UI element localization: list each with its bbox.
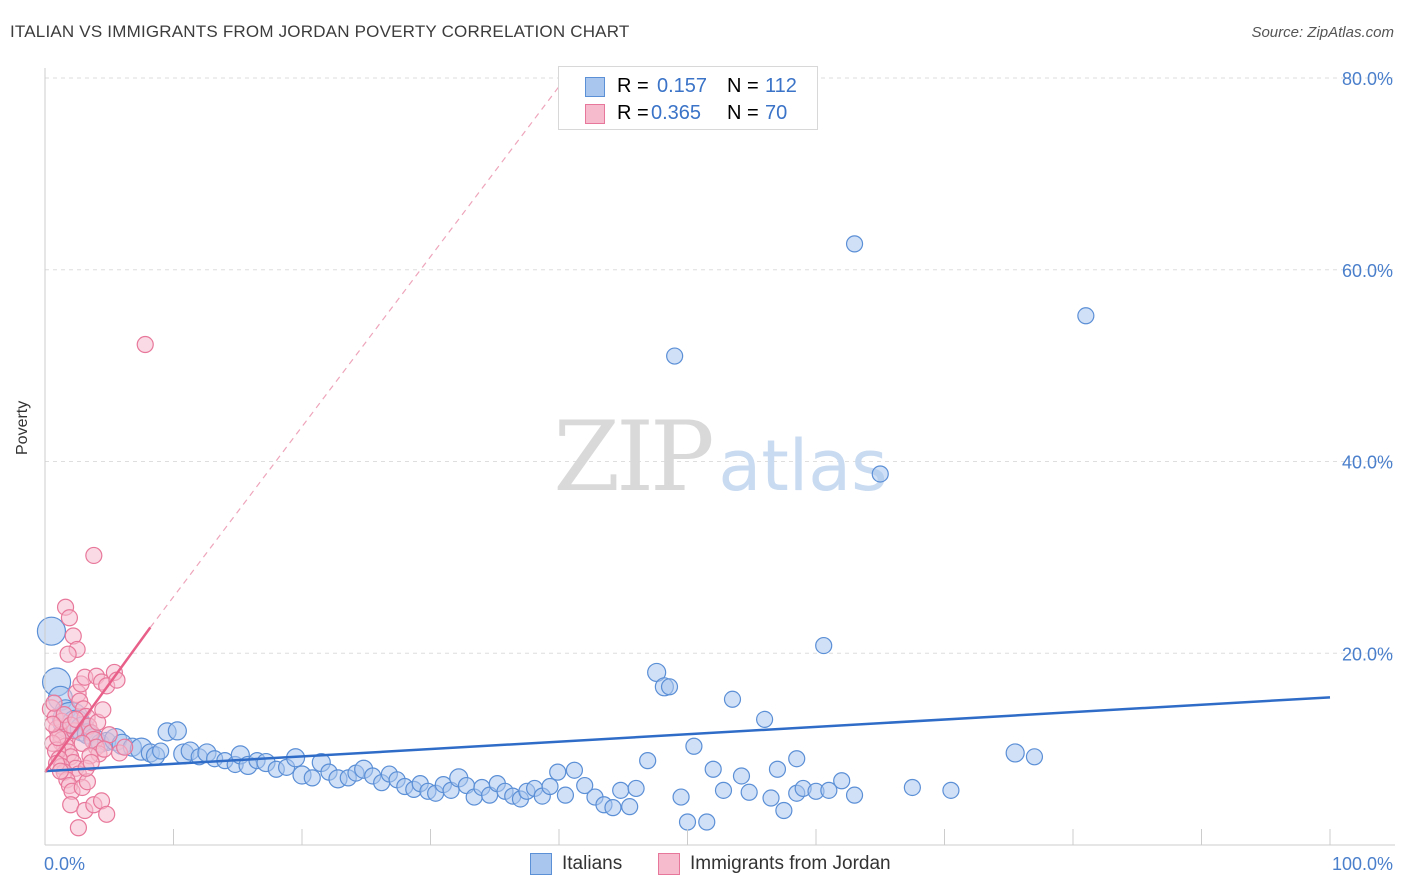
italian-point bbox=[541, 777, 559, 796]
italian-point bbox=[704, 760, 722, 778]
bottom-legend-italians: Italians bbox=[530, 852, 622, 876]
italian-point bbox=[549, 763, 567, 781]
chart-title: ITALIAN VS IMMIGRANTS FROM JORDAN POVERT… bbox=[10, 22, 630, 41]
italian-point bbox=[755, 710, 774, 729]
italian-point bbox=[1077, 307, 1095, 325]
y-tick-label: 40.0% bbox=[1342, 453, 1393, 473]
italian-point bbox=[1005, 743, 1025, 763]
italian-point bbox=[639, 752, 657, 770]
legend-n-value: 112 bbox=[765, 75, 797, 97]
italian-point bbox=[627, 779, 645, 798]
jordan-point bbox=[67, 710, 85, 729]
jordan-point bbox=[59, 645, 77, 663]
italian-point bbox=[621, 798, 639, 816]
jordan-point bbox=[73, 734, 91, 752]
legend-r-value: 0.365 bbox=[651, 102, 702, 124]
legend-r-label: R = bbox=[617, 75, 649, 97]
italian-point bbox=[685, 737, 703, 755]
italian-point bbox=[678, 813, 697, 831]
italian-point bbox=[1025, 748, 1044, 766]
italian-point bbox=[576, 776, 594, 795]
jordan-point bbox=[82, 753, 100, 772]
jordan-point bbox=[136, 335, 154, 354]
jordan-point bbox=[69, 819, 88, 837]
jordan-point bbox=[94, 701, 112, 719]
jordan-point bbox=[45, 694, 63, 712]
y-tick-label: 20.0% bbox=[1342, 644, 1393, 664]
italian-point bbox=[903, 778, 921, 797]
x-tick-label: 100.0% bbox=[1332, 854, 1393, 874]
italian-trend-line bbox=[44, 696, 1331, 773]
jordan-point bbox=[98, 805, 116, 823]
italian-point bbox=[612, 781, 630, 799]
italian-point bbox=[672, 788, 690, 806]
watermark-atlas: atlas bbox=[718, 425, 887, 507]
y-axis-label: Poverty bbox=[14, 400, 31, 455]
italian-point bbox=[845, 235, 864, 253]
italian-point bbox=[942, 781, 960, 799]
italian-point bbox=[36, 616, 67, 646]
italian-point bbox=[833, 772, 851, 790]
legend-r-value: 0.157 bbox=[657, 75, 708, 97]
y-tick-label: 80.0% bbox=[1342, 69, 1393, 89]
italian-point bbox=[698, 813, 716, 831]
x-tick-label: 0.0% bbox=[44, 854, 85, 874]
italian-point bbox=[556, 786, 575, 804]
italian-point bbox=[666, 347, 684, 365]
legend-n-value: 70 bbox=[765, 102, 788, 124]
bottom-legend-swatch-italians bbox=[530, 853, 552, 875]
bottom-legend-swatch-jordan bbox=[658, 853, 680, 875]
jordan-trend-line bbox=[43, 626, 152, 773]
legend-swatch-italians bbox=[585, 77, 605, 97]
bottom-legend-label: Italians bbox=[562, 853, 623, 874]
jordan-point bbox=[100, 726, 118, 744]
jordan-trend-extension bbox=[149, 77, 566, 628]
jordan-point bbox=[116, 738, 134, 756]
italian-point bbox=[768, 760, 787, 778]
italian-point bbox=[732, 767, 751, 785]
bottom-legend-label: Immigrants from Jordan bbox=[690, 853, 891, 874]
legend-r-label: R = bbox=[617, 102, 649, 124]
jordan-point bbox=[85, 546, 103, 565]
italian-point bbox=[871, 465, 889, 483]
italian-point bbox=[714, 781, 733, 799]
italian-point bbox=[820, 781, 838, 799]
italian-point bbox=[775, 801, 793, 820]
italian-point bbox=[660, 678, 679, 696]
legend-n-label: N = bbox=[727, 75, 759, 97]
jordan-point bbox=[60, 609, 79, 627]
y-tick-label: 60.0% bbox=[1342, 261, 1393, 281]
italian-point bbox=[740, 783, 758, 801]
italian-point bbox=[167, 721, 187, 741]
jordan-point bbox=[95, 740, 113, 758]
italian-point bbox=[152, 742, 170, 760]
italian-point bbox=[788, 750, 806, 768]
italian-point bbox=[845, 786, 864, 804]
stats-legend: R = 0.157 N = 112 R = 0.365 N = 70 bbox=[558, 66, 818, 130]
jordan-point bbox=[44, 715, 62, 733]
italian-point bbox=[762, 789, 780, 807]
watermark: ZIP atlas bbox=[553, 401, 887, 513]
italian-point bbox=[565, 761, 584, 779]
source-label: Source: ZipAtlas.com bbox=[1251, 24, 1394, 41]
italian-point bbox=[815, 636, 833, 655]
italian-point bbox=[604, 799, 622, 817]
legend-swatch-jordan bbox=[585, 104, 605, 124]
legend-n-label: N = bbox=[727, 102, 759, 124]
watermark-zip: ZIP bbox=[553, 401, 712, 513]
italian-point bbox=[303, 769, 321, 787]
bottom-legend-jordan: Immigrants from Jordan bbox=[658, 852, 891, 876]
italian-point bbox=[723, 690, 742, 708]
